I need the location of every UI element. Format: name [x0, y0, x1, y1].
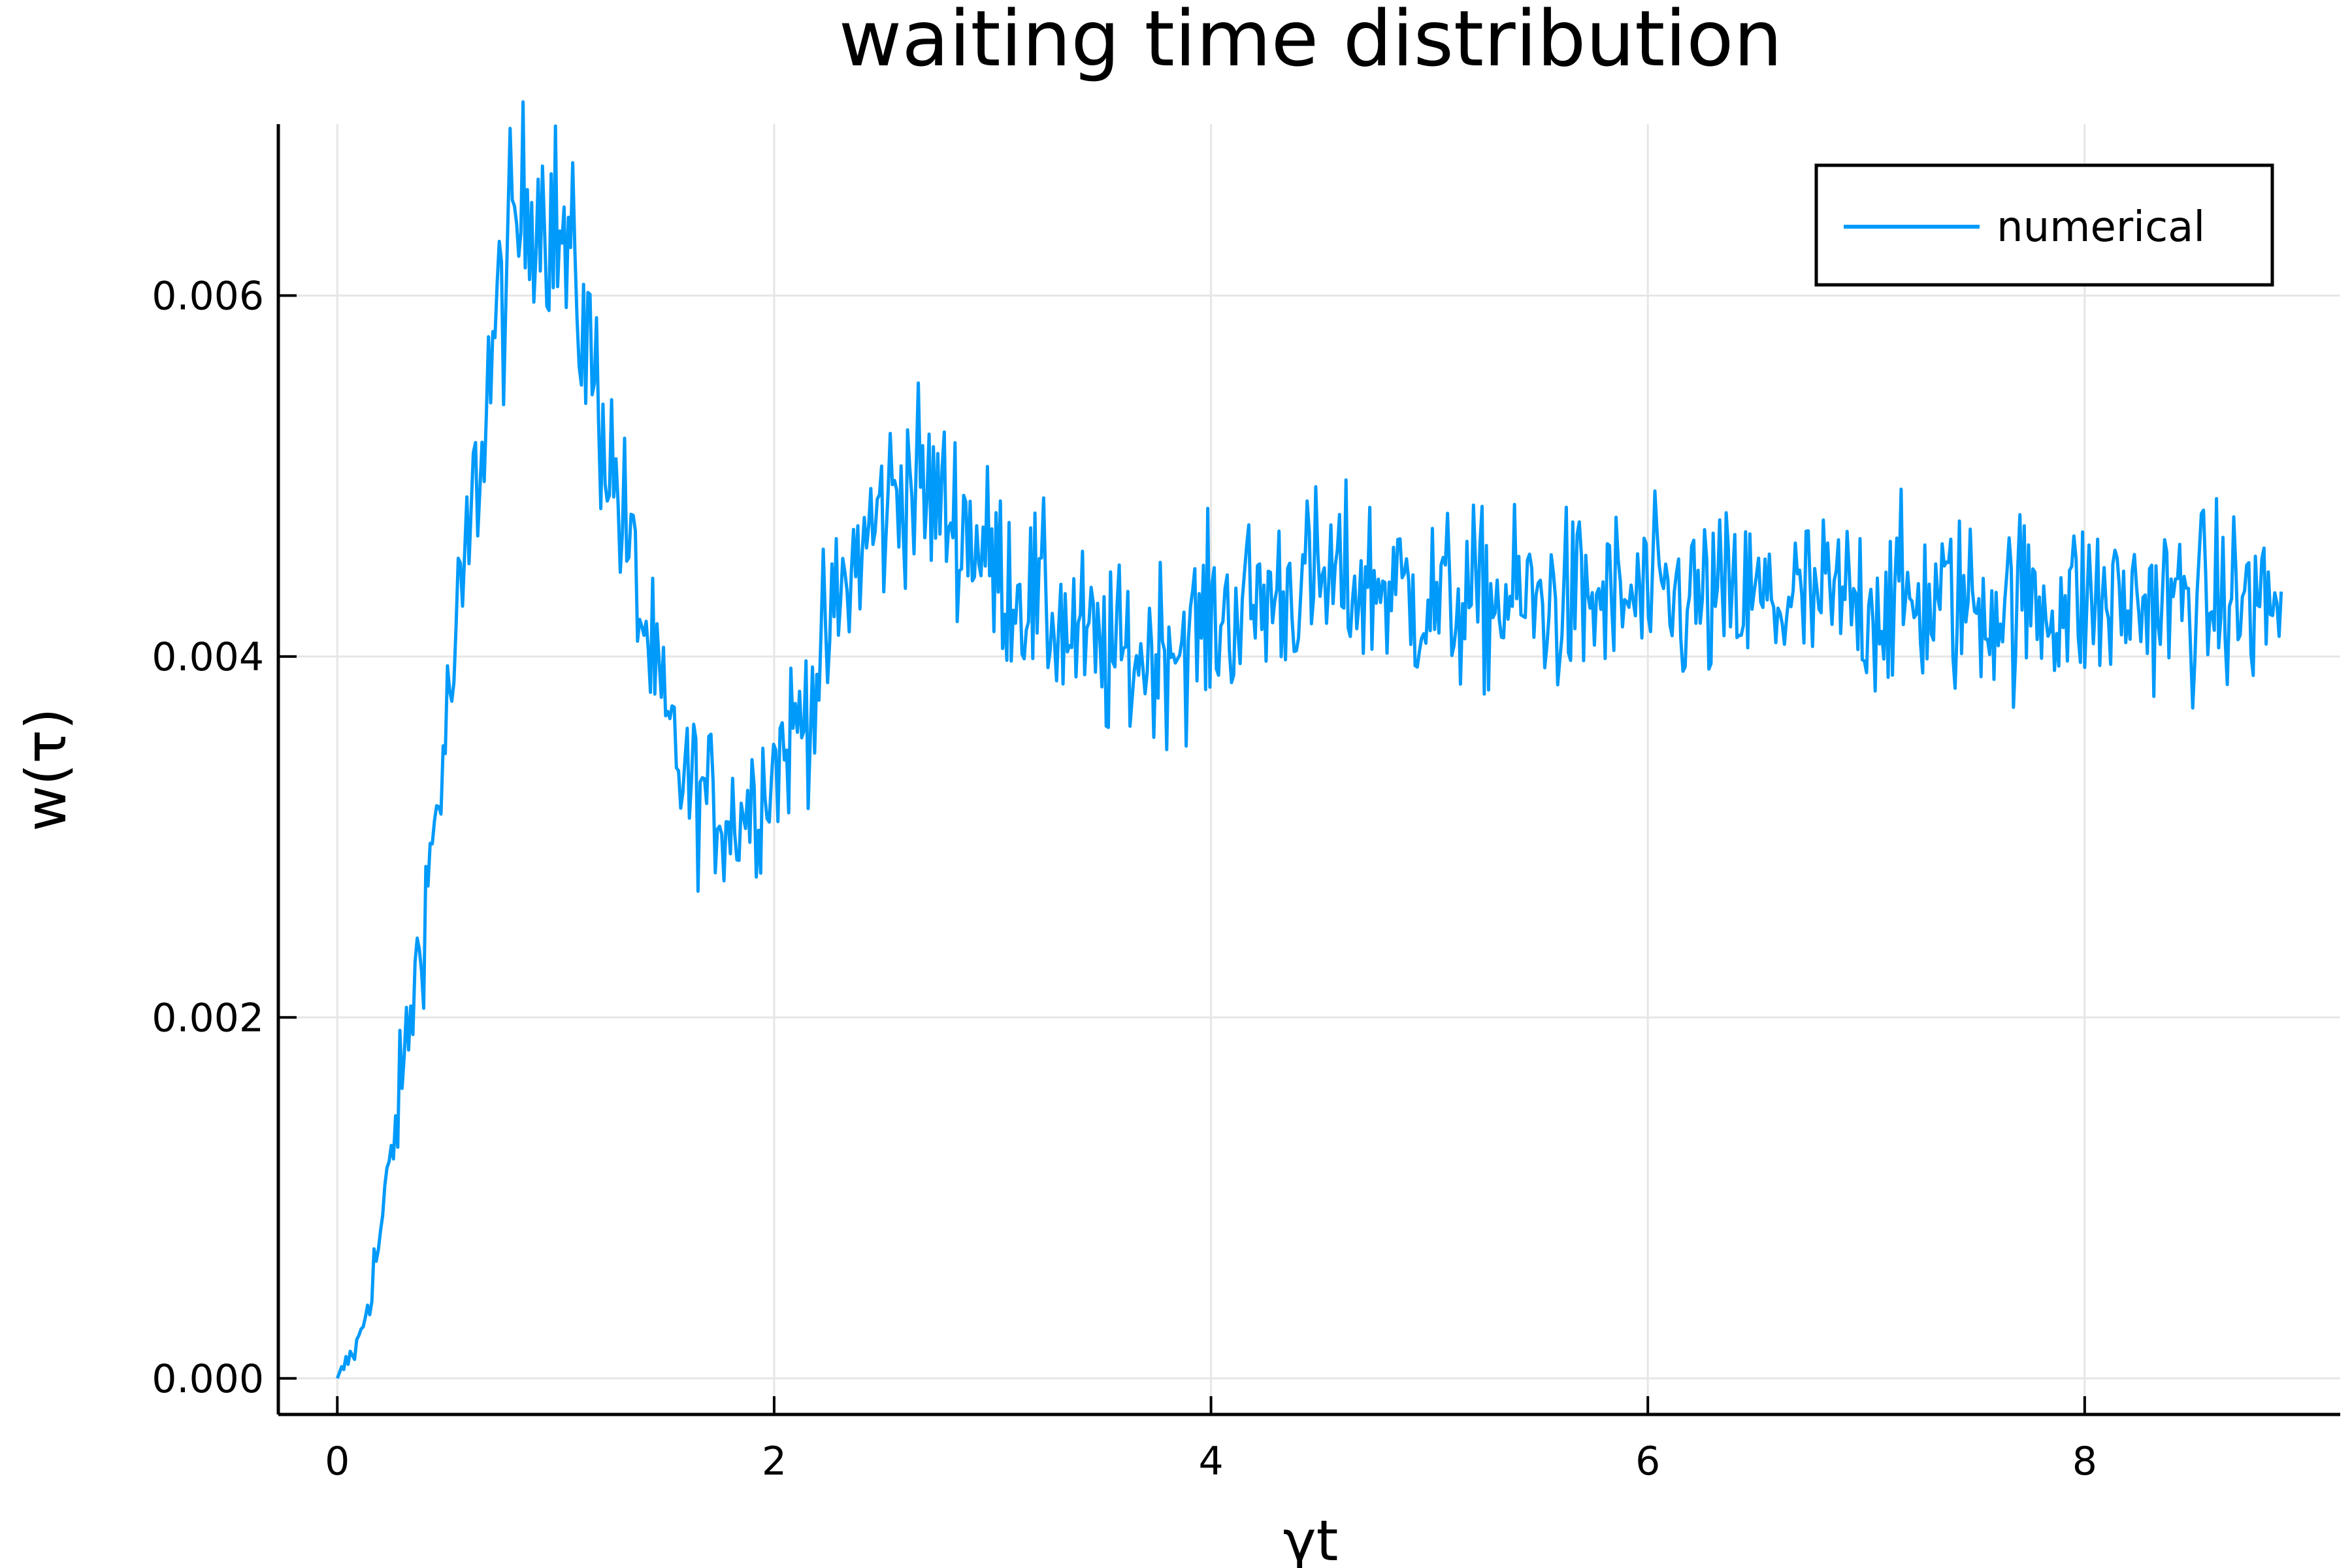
- grid-lines: [278, 124, 2340, 1414]
- x-tick-label: 4: [1198, 1439, 1223, 1484]
- y-tick-label: 0.002: [152, 995, 264, 1041]
- legend-label-numerical: numerical: [1997, 203, 2205, 252]
- y-tick-label: 0.000: [152, 1356, 264, 1402]
- y-tick-label: 0.004: [152, 634, 264, 680]
- x-tick-label: 2: [762, 1439, 787, 1484]
- x-axis-ticks: 0 2 4 6 8: [325, 1396, 2097, 1484]
- y-axis-ticks: 0.000 0.002 0.004 0.006: [152, 273, 297, 1402]
- y-tick-label: 0.006: [152, 273, 264, 319]
- series-line-numerical: [335, 100, 2283, 1379]
- y-axis-title: w(τ): [14, 708, 79, 831]
- x-tick-label: 6: [1635, 1439, 1660, 1484]
- plot-area: [335, 100, 2283, 1379]
- x-tick-label: 8: [2072, 1439, 2097, 1484]
- chart-title: waiting time distribution: [839, 0, 1782, 84]
- legend: numerical: [1814, 163, 2274, 287]
- x-tick-label: 0: [325, 1439, 350, 1484]
- x-axis-title: γt: [1283, 1509, 1339, 1568]
